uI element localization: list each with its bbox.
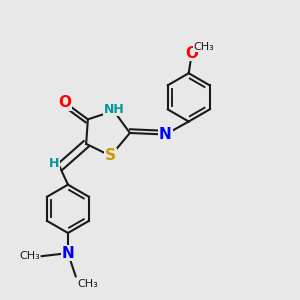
Text: CH₃: CH₃ [19, 251, 40, 261]
Text: CH₃: CH₃ [193, 41, 214, 52]
Text: S: S [105, 148, 116, 163]
Text: CH₃: CH₃ [77, 279, 98, 290]
Text: O: O [185, 46, 198, 61]
Text: N: N [61, 246, 74, 261]
Text: O: O [58, 95, 71, 110]
Text: H: H [49, 158, 59, 170]
Text: NH: NH [104, 103, 125, 116]
Text: N: N [159, 127, 172, 142]
